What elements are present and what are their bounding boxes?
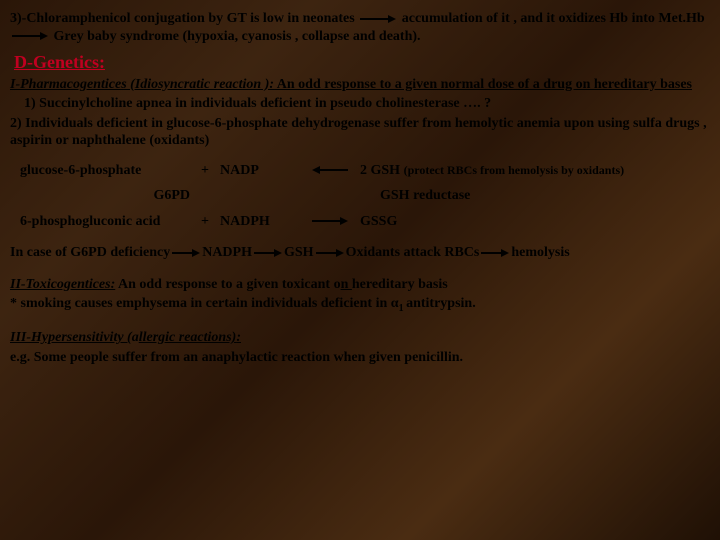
toxico-heading: II-Toxicogentices: bbox=[10, 277, 115, 292]
deficiency-row: In case of G6PD deficiency NADPH GSH Oxi… bbox=[10, 244, 710, 262]
intro-part3: Grey baby syndrome (hypoxia, cyanosis , … bbox=[54, 29, 421, 44]
hyper-heading: III-Hypersensitivity (allergic reactions… bbox=[10, 329, 710, 347]
toxico-rest: An odd response to a given toxicant o bbox=[115, 277, 340, 292]
hyper-line2: e.g. Some people suffer from an anaphyla… bbox=[10, 349, 710, 367]
deficiency-lead: In case of G6PD deficiency bbox=[10, 244, 170, 262]
g6p-label: glucose-6-phosphate bbox=[10, 162, 190, 180]
pga-label: 6-phosphogluconic acid bbox=[10, 213, 190, 231]
deficiency-nadph: NADPH bbox=[202, 244, 252, 262]
plus-1: + bbox=[190, 162, 220, 180]
deficiency-gsh: GSH bbox=[284, 244, 314, 262]
arrow-left-icon bbox=[312, 166, 348, 174]
diagram-row-1: glucose-6-phosphate + NADP 2 GSH (protec… bbox=[10, 162, 710, 180]
g6pd-label: G6PD bbox=[10, 187, 210, 205]
arrow-icon bbox=[316, 249, 344, 257]
deficiency-oxidants: Oxidants attack RBCs bbox=[346, 244, 480, 262]
gsh-reductase-label: GSH reductase bbox=[380, 187, 710, 205]
toxico-line1: II-Toxicogentices: An odd response to a … bbox=[10, 276, 710, 294]
arrow-icon bbox=[172, 249, 200, 257]
gsh-label: 2 GSH (protect RBCs from hemolysis by ox… bbox=[360, 162, 710, 180]
arrow-icon bbox=[360, 15, 396, 23]
pharmaco-heading: I-Pharmacogentices (Idiosyncratic reacti… bbox=[10, 77, 274, 92]
pharmaco-item2: 2) Individuals deficient in glucose-6-ph… bbox=[10, 115, 710, 150]
intro-part2: accumulation of it , and it oxidizes Hb … bbox=[402, 11, 705, 26]
pharmaco-item1: 1) Succinylcholine apnea in individuals … bbox=[10, 95, 710, 113]
diagram-row-3: 6-phosphogluconic acid + NADPH GSSG bbox=[10, 213, 710, 231]
diagram-row-enzymes: G6PD GSH reductase bbox=[10, 187, 710, 205]
nadph-label: NADPH bbox=[220, 213, 300, 231]
pharmaco-heading-rest: An odd response to a given normal dose o… bbox=[274, 77, 692, 92]
toxico-line2: * smoking causes emphysema in certain in… bbox=[10, 295, 710, 315]
arrow-icon bbox=[481, 249, 509, 257]
deficiency-hemolysis: hemolysis bbox=[511, 244, 569, 262]
intro-part1: 3)-Chloramphenicol conjugation by GT is … bbox=[10, 11, 355, 26]
arrow-icon bbox=[12, 32, 48, 40]
intro-paragraph: 3)-Chloramphenicol conjugation by GT is … bbox=[10, 10, 710, 45]
pharmaco-block: I-Pharmacogentices (Idiosyncratic reacti… bbox=[10, 76, 710, 94]
gssg-label: GSSG bbox=[360, 213, 710, 231]
arrow-icon bbox=[254, 249, 282, 257]
nadp-label: NADP bbox=[220, 162, 300, 180]
section-genetics-title: D-Genetics: bbox=[10, 51, 710, 74]
arrow-icon bbox=[312, 217, 348, 225]
plus-2: + bbox=[190, 213, 220, 231]
